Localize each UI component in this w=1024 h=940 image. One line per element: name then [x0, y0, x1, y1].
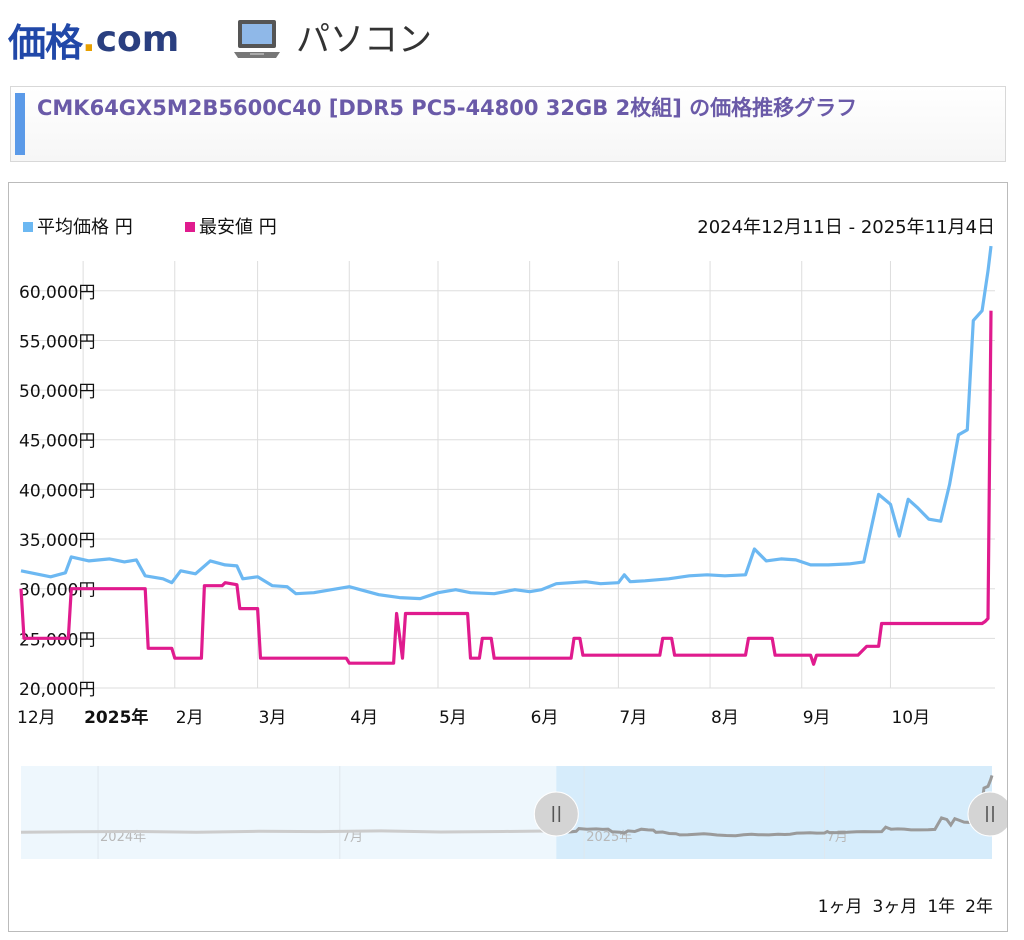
x-tick-label: 5月 — [439, 708, 467, 728]
x-tick-label: 2025年 — [84, 707, 148, 728]
x-tick-label: 10月 — [891, 708, 930, 728]
x-tick-label: 6月 — [531, 708, 559, 728]
y-tick-label: 30,000円 — [19, 581, 95, 601]
legend-entry[interactable]: 平均価格 円 — [37, 217, 133, 238]
navigator-history-line — [20, 829, 556, 834]
legend-swatch — [185, 222, 195, 232]
y-tick-label: 20,000円 — [19, 680, 95, 700]
price-chart: 12月 2025年 2月 3月 4月 5月 6月 7月 8月 9月 10月 20,000円 25,000… — [8, 182, 1008, 932]
navigator-label: 2024年 — [100, 830, 146, 845]
x-tick-label: 12月 — [17, 708, 56, 728]
range-button-3m[interactable]: 3ヶ月 — [872, 897, 918, 917]
laptop-icon — [234, 20, 280, 58]
legend-swatch — [23, 222, 33, 232]
range-button-1y[interactable]: 1年 — [927, 897, 956, 917]
x-tick-label: 9月 — [803, 708, 831, 728]
title-box: CMK64GX5M2B5600C40 [DDR5 PC5-44800 32GB … — [10, 86, 1006, 162]
category-name[interactable]: パソコン — [296, 20, 432, 60]
y-tick-label: 60,000円 — [19, 283, 95, 303]
date-range-label: 2024年12月11日 - 2025年11月4日 — [697, 217, 995, 238]
x-tick-label: 7月 — [619, 708, 647, 728]
x-tick-label: 8月 — [711, 708, 739, 728]
x-tick-label: 2月 — [176, 708, 204, 728]
y-tick-label: 40,000円 — [19, 481, 95, 501]
logo-kakaku-text: 価格 — [8, 20, 83, 65]
y-tick-label: 35,000円 — [19, 531, 95, 551]
range-button-2y[interactable]: 2年 — [965, 897, 993, 917]
logo-com-text: com — [95, 18, 180, 60]
navigator-selection[interactable] — [556, 766, 992, 859]
navigator-handle-right[interactable] — [967, 791, 1007, 837]
navigator-handle-left-circle[interactable] — [533, 791, 579, 837]
y-tick-label: 45,000円 — [19, 432, 95, 452]
y-tick-label: 50,000円 — [19, 382, 95, 402]
legend-entry[interactable]: 最安値 円 — [199, 217, 277, 238]
navigator-handle-left[interactable] — [533, 791, 579, 837]
x-tick-label: 3月 — [259, 708, 287, 728]
site-logo[interactable]: 価格 .com — [8, 14, 180, 65]
price-chart-svg[interactable]: 12月 2025年 2月 3月 4月 5月 6月 7月 8月 9月 10月 20,000円 25,000… — [9, 183, 1007, 931]
lowest-price-line[interactable] — [19, 310, 993, 666]
logo-dot: . — [82, 18, 96, 60]
range-button-1m[interactable]: 1ヶ月 — [817, 897, 863, 917]
page-title: CMK64GX5M2B5600C40 [DDR5 PC5-44800 32GB … — [37, 96, 858, 120]
navigator-average-line — [556, 774, 994, 838]
navigator-label: 7月 — [342, 830, 363, 845]
average-price-line[interactable] — [20, 245, 993, 601]
y-tick-label: 55,000円 — [19, 332, 95, 352]
y-tick-label: 25,000円 — [19, 630, 95, 650]
range-buttons: 1ヶ月 3ヶ月 1年 2年 — [816, 892, 995, 917]
title-accent-bar — [15, 93, 25, 155]
x-tick-label: 4月 — [350, 708, 378, 728]
